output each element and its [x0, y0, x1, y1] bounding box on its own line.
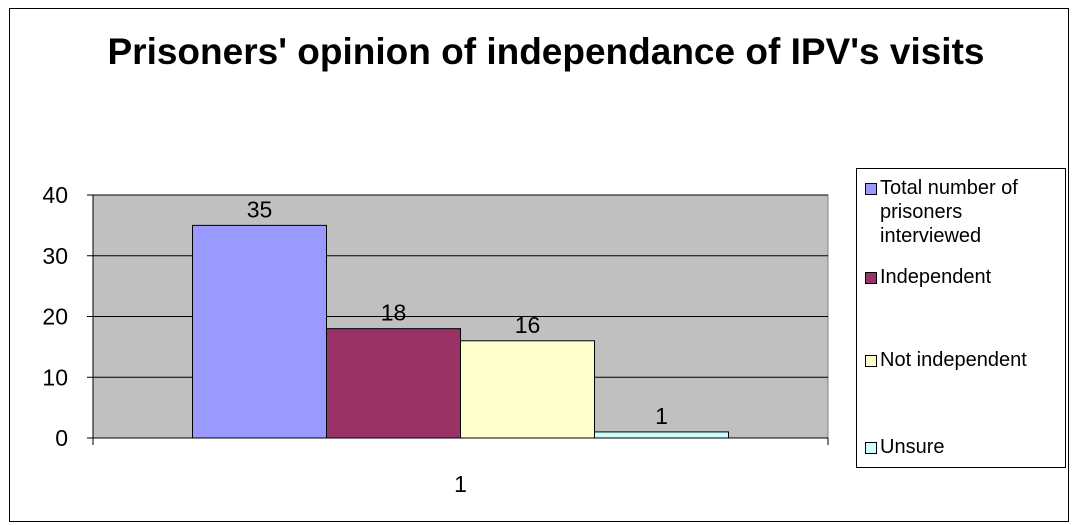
- bar-1: [326, 328, 461, 439]
- legend-item-unsure: Unsure: [865, 435, 1060, 459]
- bar-0: [192, 224, 327, 439]
- bar-3: [594, 431, 729, 439]
- legend-item-total: Total number of prisoners interviewed: [865, 176, 1060, 248]
- y-tick-label: 10: [42, 364, 68, 390]
- y-tick-label: 20: [42, 304, 68, 330]
- legend-item-independent: Independent: [865, 265, 1060, 289]
- x-tick-label: 1: [454, 471, 467, 497]
- legend-swatch-not-independent: [865, 355, 877, 367]
- legend-swatch-total: [865, 183, 877, 195]
- data-label: 18: [381, 300, 407, 326]
- chart-title: Prisoners' opinion of independance of IP…: [107, 31, 985, 72]
- legend-label-unsure: Unsure: [880, 436, 945, 458]
- legend-label-total: Total number of prisoners interviewed: [880, 177, 1018, 247]
- data-label: 16: [515, 312, 541, 338]
- data-label: 1: [655, 403, 668, 429]
- chart-legend: Total number of prisoners interviewed In…: [856, 168, 1066, 468]
- data-label: 35: [247, 196, 273, 222]
- legend-swatch-independent: [865, 272, 877, 284]
- bar-2: [460, 340, 595, 439]
- y-tick-label: 30: [42, 243, 68, 269]
- legend-label-not-independent: Not independent: [880, 349, 1027, 371]
- y-tick-label: 0: [55, 425, 68, 451]
- y-tick-label: 40: [42, 182, 68, 208]
- legend-label-independent: Independent: [880, 266, 992, 288]
- legend-swatch-unsure: [865, 442, 877, 454]
- legend-item-not-independent: Not independent: [865, 348, 1030, 372]
